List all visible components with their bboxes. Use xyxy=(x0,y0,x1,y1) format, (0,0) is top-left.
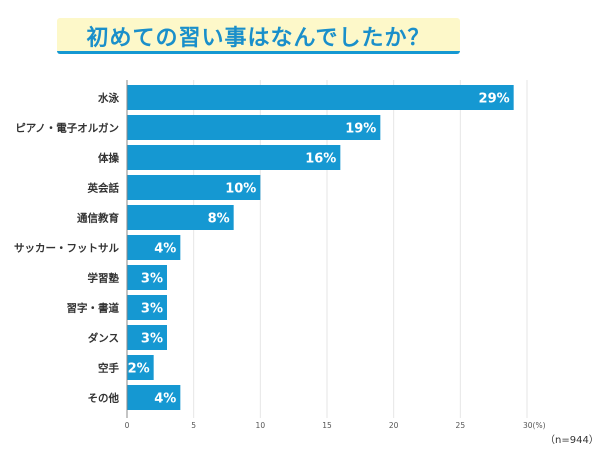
bar xyxy=(127,175,261,200)
bar xyxy=(127,115,381,140)
category-label: ダンス xyxy=(88,332,119,345)
x-tick-label: 20 xyxy=(389,421,399,430)
data-label: 2% xyxy=(128,362,150,377)
data-label: 10% xyxy=(225,182,256,197)
chart-title: 初めての習い事はなんでしたか？ xyxy=(86,26,431,51)
bar xyxy=(127,295,167,320)
chart-title-box: 初めての習い事はなんでしたか？ xyxy=(57,18,460,54)
data-label: 3% xyxy=(141,272,163,287)
x-tick-label: 30(%) xyxy=(523,421,546,430)
category-label: 体操 xyxy=(98,152,119,165)
bar xyxy=(127,235,181,260)
data-label: 8% xyxy=(208,212,230,227)
x-tick-label: 0 xyxy=(125,421,130,430)
category-label: 通信教育 xyxy=(77,212,119,225)
data-label: 4% xyxy=(154,242,176,257)
bar xyxy=(127,85,514,110)
category-label: その他 xyxy=(88,392,120,405)
x-tick-label: 15 xyxy=(322,421,332,430)
x-tick-label: 10 xyxy=(256,421,266,430)
category-label: 水泳 xyxy=(97,92,119,105)
bar xyxy=(127,385,181,410)
data-label: 3% xyxy=(141,332,163,347)
data-label: 16% xyxy=(305,152,336,167)
category-label: 学習塾 xyxy=(88,272,120,285)
data-label: 29% xyxy=(479,92,510,107)
bar xyxy=(127,325,167,350)
category-label: 英会話 xyxy=(87,182,120,195)
data-label: 19% xyxy=(345,122,376,137)
data-label: 4% xyxy=(154,392,176,407)
category-label: 習字・書道 xyxy=(67,302,120,315)
category-label: サッカー・フットサル xyxy=(14,243,119,255)
data-label: 3% xyxy=(141,302,163,317)
bar xyxy=(127,205,234,230)
bar xyxy=(127,355,154,380)
x-tick-label: 25 xyxy=(456,421,466,430)
bar xyxy=(127,265,167,290)
bar xyxy=(127,145,341,170)
category-label: 空手 xyxy=(98,362,119,375)
category-label: ピアノ・電子オルガン xyxy=(15,122,119,135)
sample-size-note: （n=944） xyxy=(545,435,599,446)
x-tick-label: 5 xyxy=(191,421,196,430)
